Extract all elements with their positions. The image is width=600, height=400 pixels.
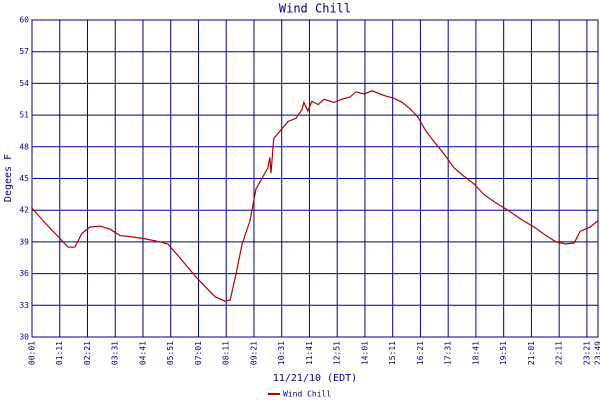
y-tick-label: 51 <box>19 111 29 120</box>
legend-label: Wind Chill <box>283 390 331 399</box>
x-tick-label: 00:01 <box>28 341 37 365</box>
x-tick-label: 05:51 <box>166 341 175 365</box>
y-tick-label: 33 <box>19 301 29 310</box>
x-tick-label: 22:11 <box>555 341 564 365</box>
x-tick-label: 10:31 <box>277 341 286 365</box>
x-tick-label: 09:21 <box>249 341 258 365</box>
x-tick-label: 01:11 <box>55 341 64 365</box>
x-tick-label: 18:41 <box>471 341 480 365</box>
x-tick-label: 15:11 <box>388 341 397 365</box>
y-tick-label: 48 <box>19 142 29 151</box>
y-tick-label: 39 <box>19 237 29 246</box>
y-tick-label: 57 <box>19 47 29 56</box>
chart-title: Wind Chill <box>279 2 351 16</box>
x-tick-label: 08:11 <box>222 341 231 365</box>
x-tick-label: 07:01 <box>194 341 203 365</box>
x-tick-label: 19:51 <box>499 341 508 365</box>
x-tick-label: 04:41 <box>138 341 147 365</box>
x-tick-label: 03:31 <box>111 341 120 365</box>
x-tick-label: 16:21 <box>416 341 425 365</box>
x-axis-label: 11/21/10 (EDT) <box>273 373 357 384</box>
y-tick-label: 42 <box>19 206 29 215</box>
y-axis-label: Degees F <box>3 154 14 202</box>
x-tick-label: 11:41 <box>305 341 314 365</box>
y-tick-label: 54 <box>19 79 29 88</box>
x-tick-label: 17:31 <box>444 341 453 365</box>
y-tick-label: 30 <box>19 333 29 342</box>
x-tick-label: 23:21 <box>582 341 591 365</box>
x-tick-label: 02:21 <box>83 341 92 365</box>
x-tick-label: 12:51 <box>333 341 342 365</box>
data-line <box>31 90 599 302</box>
y-tick-label: 45 <box>19 174 29 183</box>
x-tick-label: 21:01 <box>527 341 536 365</box>
y-tick-label: 36 <box>19 269 29 278</box>
x-tick-label: 23:49 <box>594 341 600 365</box>
y-tick-label: 60 <box>19 16 29 25</box>
x-tick-label: 14:01 <box>360 341 369 365</box>
